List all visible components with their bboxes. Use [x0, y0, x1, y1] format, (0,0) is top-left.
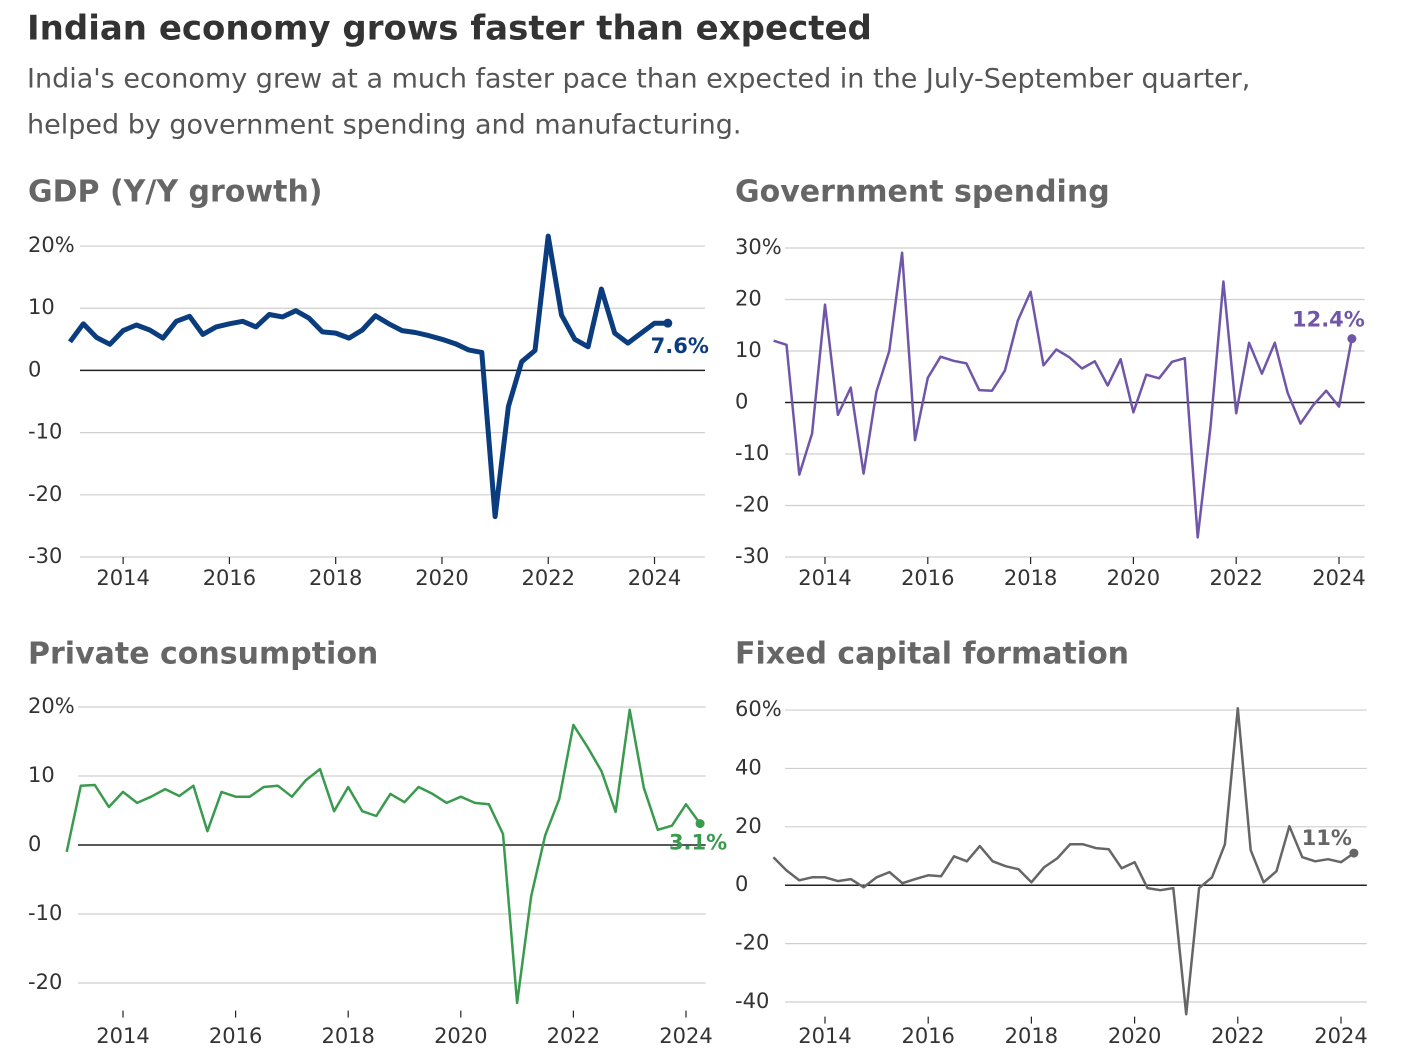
y-tick-label: 20: [735, 287, 762, 311]
y-tick-label: -20: [735, 931, 769, 955]
x-tick-label: 2020: [434, 1024, 487, 1048]
y-tick-label: 10: [28, 763, 55, 787]
y-tick-label: -20: [28, 482, 62, 506]
x-tick-label: 2018: [1005, 1024, 1058, 1048]
end-point: [663, 318, 673, 328]
y-tick-label: -20: [28, 970, 62, 994]
panel-title: Private consumption: [28, 637, 378, 672]
y-tick-label: 0: [28, 357, 41, 381]
x-tick-label: 2018: [1004, 566, 1057, 590]
x-tick-label: 2024: [628, 566, 681, 590]
data-line: [65, 708, 702, 1005]
y-tick-label: 20%: [28, 233, 75, 257]
y-tick-label: 0: [735, 390, 748, 414]
x-tick-label: 2018: [309, 566, 362, 590]
end-point: [1349, 848, 1359, 858]
x-tick-label: 2014: [96, 566, 149, 590]
y-tick-label: -20: [735, 493, 769, 517]
x-tick-label: 2024: [659, 1024, 712, 1048]
y-tick-label: -40: [735, 989, 769, 1013]
y-tick-label: 30%: [735, 235, 782, 259]
x-tick-label: 2024: [1314, 1024, 1367, 1048]
x-tick-label: 2014: [96, 1024, 149, 1048]
end-point: [695, 819, 705, 829]
panel-title: GDP (Y/Y growth): [28, 175, 323, 210]
x-tick-label: 2022: [1209, 566, 1262, 590]
x-tick-label: 2014: [798, 566, 851, 590]
y-tick-label: -10: [28, 420, 62, 444]
data-line: [772, 707, 1355, 1016]
panel-title: Government spending: [735, 175, 1110, 210]
x-tick-label: 2024: [1312, 566, 1365, 590]
data-line: [67, 233, 668, 520]
x-tick-label: 2020: [1107, 566, 1160, 590]
x-tick-label: 2016: [901, 566, 954, 590]
y-tick-label: -30: [735, 544, 769, 568]
end-label: 7.6%: [651, 334, 709, 358]
y-tick-label: 0: [735, 872, 748, 896]
x-tick-label: 2020: [415, 566, 468, 590]
subtitle-line: India's economy grew at a much faster pa…: [27, 64, 1250, 95]
end-label: 12.4%: [1292, 308, 1365, 332]
y-tick-label: 20%: [28, 694, 75, 718]
y-tick-label: -10: [735, 441, 769, 465]
y-tick-label: 60%: [735, 697, 782, 721]
panel-title: Fixed capital formation: [735, 637, 1129, 672]
x-tick-label: 2022: [1211, 1024, 1264, 1048]
y-tick-label: -10: [28, 901, 62, 925]
x-tick-label: 2018: [321, 1024, 374, 1048]
x-tick-label: 2016: [203, 566, 256, 590]
y-tick-label: -30: [28, 544, 62, 568]
y-tick-label: 20: [735, 814, 762, 838]
y-tick-label: 40: [735, 755, 762, 779]
end-label: 3.1%: [669, 831, 727, 855]
x-tick-label: 2022: [547, 1024, 600, 1048]
end-label: 11%: [1302, 826, 1352, 850]
page-title: Indian economy grows faster than expecte…: [27, 9, 872, 49]
x-tick-label: 2022: [522, 566, 575, 590]
y-tick-label: 10: [735, 338, 762, 362]
x-tick-label: 2016: [901, 1024, 954, 1048]
end-point: [1347, 334, 1357, 344]
x-tick-label: 2016: [209, 1024, 262, 1048]
x-tick-label: 2020: [1108, 1024, 1161, 1048]
y-tick-label: 10: [28, 295, 55, 319]
y-tick-label: 0: [28, 832, 41, 856]
data-line: [773, 251, 1354, 539]
x-tick-label: 2014: [798, 1024, 851, 1048]
subtitle-line: helped by government spending and manufa…: [27, 110, 741, 141]
